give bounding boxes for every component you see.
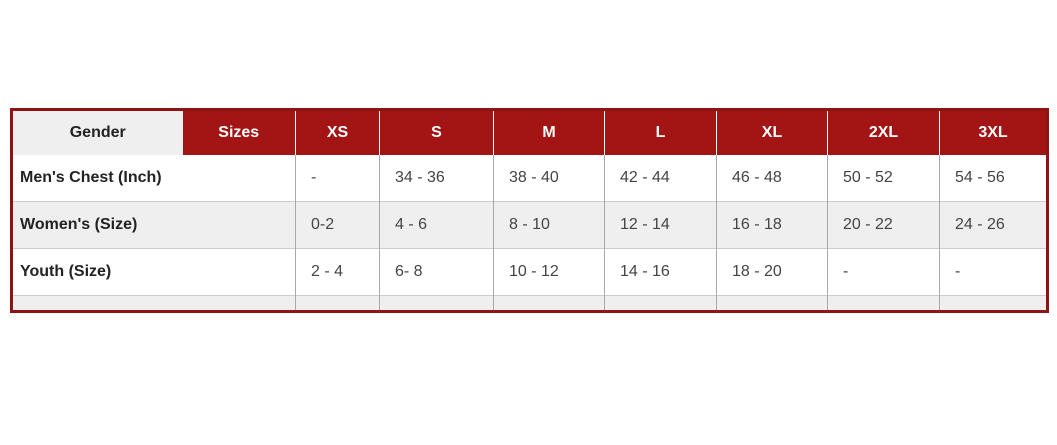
size-value-cell: 12 - 14: [604, 201, 717, 249]
header-row: Gender Sizes XS S M L XL 2XL 3XL: [11, 109, 1048, 155]
column-header-gender: Gender: [11, 109, 183, 155]
size-value-cell: 2 - 4: [295, 248, 380, 296]
size-value-cell: 6- 8: [379, 248, 494, 296]
size-value-cell: -: [295, 154, 380, 202]
size-value-cell: 54 - 56: [939, 154, 1048, 202]
size-value-cell: 20 - 22: [827, 201, 940, 249]
size-value-cell: 34 - 36: [379, 154, 494, 202]
size-value-cell: 14 - 16: [604, 248, 717, 296]
size-value-cell: 10 - 12: [493, 248, 605, 296]
size-chart: Gender Sizes XS S M L XL 2XL 3XL Men's C…: [10, 108, 1049, 313]
size-value-cell: 16 - 18: [716, 201, 828, 249]
column-header-m: M: [493, 109, 605, 155]
column-header-sizes: Sizes: [182, 109, 296, 155]
column-header-3xl: 3XL: [939, 109, 1048, 155]
table-row-mens-chest: Men's Chest (Inch) - 34 - 36 38 - 40 42 …: [11, 154, 1048, 202]
row-label: Men's Chest (Inch): [20, 168, 162, 186]
empty-cell: [827, 295, 940, 312]
row-label: Women's (Size): [20, 216, 138, 233]
size-value-cell: 24 - 26: [939, 201, 1048, 249]
table-row-youth: Youth (Size) 2 - 4 6- 8 10 - 12 14 - 16 …: [11, 248, 1048, 296]
size-value-cell: 42 - 44: [604, 154, 717, 202]
size-value-cell: 4 - 6: [379, 201, 494, 249]
size-value-cell: 8 - 10: [493, 201, 605, 249]
size-value-cell: 50 - 52: [827, 154, 940, 202]
empty-footer-row: [11, 295, 1048, 312]
empty-cell: [939, 295, 1048, 312]
column-header-s: S: [379, 109, 494, 155]
empty-cell: [12, 296, 296, 312]
column-header-xl: XL: [716, 109, 828, 155]
empty-cell: [604, 295, 717, 312]
column-header-l: L: [604, 109, 717, 155]
empty-cell: [716, 295, 828, 312]
table-row-womens: Women's (Size) 0-2 4 - 6 8 - 10 12 - 14 …: [11, 201, 1048, 249]
size-value-cell: 0-2: [295, 201, 380, 249]
size-chart-table: Gender Sizes XS S M L XL 2XL 3XL Men's C…: [10, 108, 1049, 313]
size-value-cell: 18 - 20: [716, 248, 828, 296]
empty-cell: [379, 295, 494, 312]
size-value-cell: 38 - 40: [493, 154, 605, 202]
size-value-cell: 46 - 48: [716, 154, 828, 202]
empty-cell: [295, 295, 380, 312]
size-value-cell: -: [827, 248, 940, 296]
row-label: Youth (Size): [20, 263, 112, 280]
column-header-2xl: 2XL: [827, 109, 940, 155]
size-value-cell: -: [939, 248, 1048, 296]
column-header-xs: XS: [295, 109, 380, 155]
empty-cell: [493, 295, 605, 312]
